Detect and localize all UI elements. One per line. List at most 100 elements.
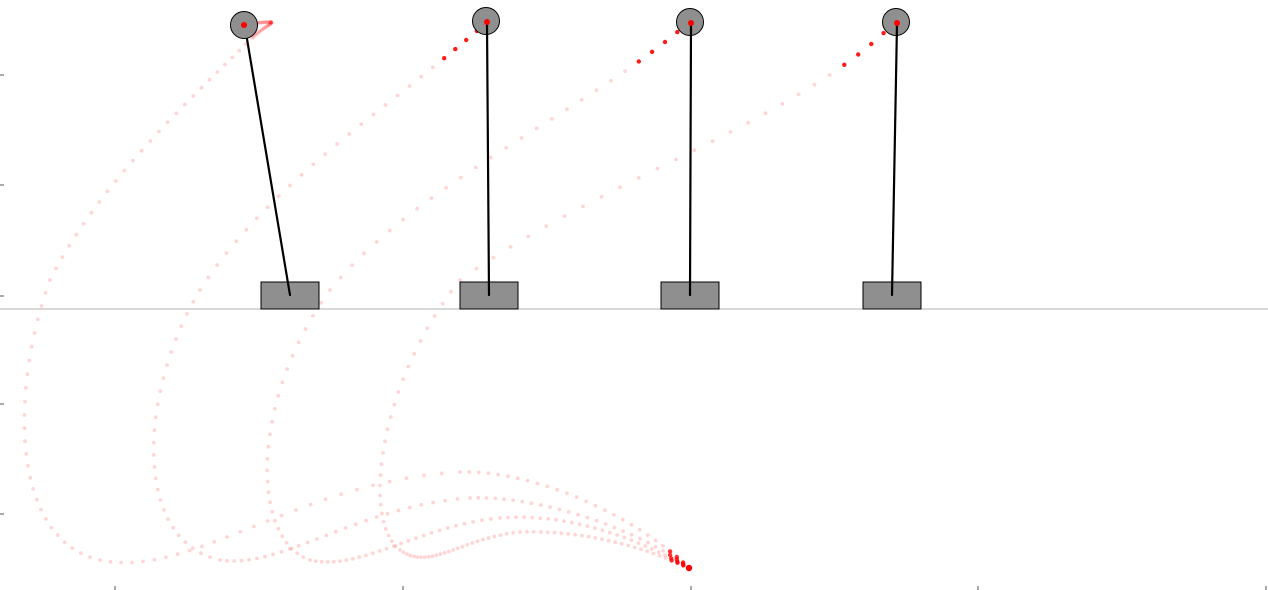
trace-point xyxy=(29,344,34,349)
trace-point xyxy=(234,239,239,244)
trace-point xyxy=(187,548,192,553)
trace-point xyxy=(263,20,267,25)
trace-point xyxy=(489,517,493,521)
trace-point xyxy=(223,62,227,67)
trace-point xyxy=(378,473,383,477)
trace-point xyxy=(357,555,362,560)
trace-point xyxy=(98,558,102,562)
trace-point xyxy=(165,363,170,367)
trace-point xyxy=(603,522,608,526)
trace-point xyxy=(421,533,426,538)
trace-point xyxy=(675,560,680,565)
trace-point xyxy=(430,65,435,70)
trace-point xyxy=(458,470,462,474)
trace-point xyxy=(399,541,403,546)
trace-point xyxy=(471,520,475,524)
trace-point xyxy=(545,530,550,535)
pendulum-4 xyxy=(862,8,922,310)
trace-point xyxy=(385,427,390,432)
trace-point xyxy=(573,532,577,537)
trace-point xyxy=(531,529,536,534)
trace-point xyxy=(199,85,204,90)
trace-point xyxy=(545,484,550,489)
trace-point xyxy=(174,337,178,341)
trace-point xyxy=(347,132,352,136)
trace-point xyxy=(269,20,274,25)
trace-point xyxy=(44,517,48,521)
trace-point xyxy=(22,413,27,417)
cartpole-systems xyxy=(230,7,922,310)
trace-point xyxy=(271,552,275,557)
trace-point xyxy=(263,554,267,559)
trace-point xyxy=(267,20,271,24)
trace-point xyxy=(600,528,605,533)
trace-point xyxy=(78,551,83,556)
trace-point xyxy=(22,426,27,431)
trace-point xyxy=(650,547,654,551)
trace-point xyxy=(458,175,463,180)
trace-point xyxy=(636,176,641,180)
trace-point xyxy=(113,179,118,183)
trace-point xyxy=(869,41,874,47)
trace-point xyxy=(401,217,406,222)
trace-point xyxy=(492,534,497,539)
trace-point xyxy=(468,496,472,500)
trace-point xyxy=(255,556,259,561)
trace-point xyxy=(646,540,650,545)
trace-point xyxy=(455,497,460,501)
trace-point xyxy=(458,278,462,282)
trace-point xyxy=(629,538,634,543)
trace-point xyxy=(498,533,503,537)
trace-point xyxy=(28,475,33,480)
trace-point xyxy=(254,216,259,221)
trace-point xyxy=(593,503,598,508)
trace-point xyxy=(266,23,270,28)
trace-point xyxy=(311,162,316,167)
trace-point xyxy=(74,232,79,237)
trace-point xyxy=(586,534,591,539)
trace-point xyxy=(32,331,37,335)
trace-point xyxy=(130,560,134,565)
trace-point xyxy=(155,487,160,492)
trace-point xyxy=(31,487,36,491)
trace-point xyxy=(266,444,271,449)
trace-point xyxy=(338,275,343,280)
trace-endpoint xyxy=(484,19,490,25)
trace-point xyxy=(780,102,785,106)
trace-point xyxy=(279,549,284,554)
trace-point xyxy=(164,555,168,560)
trace-point xyxy=(626,543,631,548)
trace-point xyxy=(305,540,310,545)
trace-point xyxy=(546,517,551,521)
trace-point xyxy=(681,563,686,568)
trace-point xyxy=(308,558,312,562)
trace-point xyxy=(383,439,387,444)
trace-point xyxy=(474,266,479,271)
trace-point xyxy=(171,525,176,530)
trace-point xyxy=(265,468,270,473)
trace-point xyxy=(607,530,612,535)
trace-point xyxy=(258,20,263,25)
trace-point xyxy=(594,518,599,523)
trace-point xyxy=(496,472,500,477)
trace-point xyxy=(323,497,328,502)
trace-point xyxy=(67,243,72,248)
trace-point xyxy=(637,527,642,532)
trace-point xyxy=(401,377,406,382)
trace-point xyxy=(577,522,582,527)
trace-point xyxy=(39,507,43,512)
trace-point xyxy=(669,558,674,563)
trace-point xyxy=(663,553,667,558)
trace-point xyxy=(437,528,442,533)
trace-point xyxy=(593,536,598,540)
trace-point xyxy=(392,402,397,407)
trace-point xyxy=(276,526,281,531)
trace-point xyxy=(473,165,478,170)
trace-point xyxy=(262,26,266,31)
pendulum-1-trajectory xyxy=(22,20,692,571)
trace-point xyxy=(238,529,243,534)
trace-point xyxy=(230,55,235,60)
pendulum-4-trajectory xyxy=(378,19,898,571)
trace-point xyxy=(395,93,400,98)
trace-point xyxy=(157,129,161,134)
